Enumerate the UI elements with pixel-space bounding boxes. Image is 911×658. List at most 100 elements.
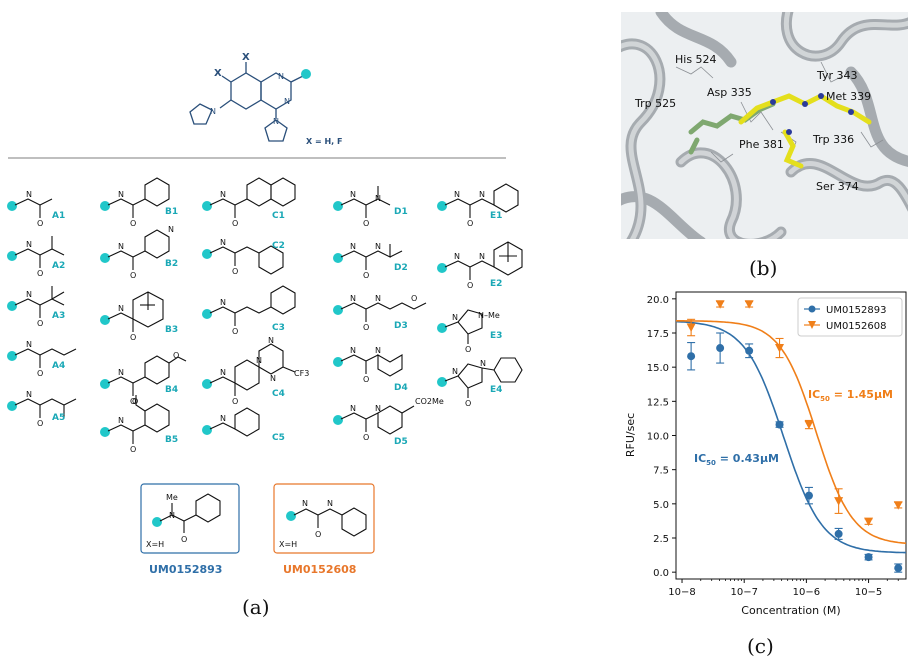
core-x-label-top: X xyxy=(242,52,250,63)
svg-text:N: N xyxy=(168,225,174,234)
residue-phe-381: Phe 381 xyxy=(739,138,784,151)
core-substituent-note: X = H, F xyxy=(306,137,342,146)
label-a5: A5 xyxy=(52,413,65,423)
svg-text:O: O xyxy=(130,333,136,342)
svg-text:N: N xyxy=(350,242,356,251)
panel-c-label: (c) xyxy=(747,634,774,658)
core-pyrrolidine-n-left: N xyxy=(210,107,216,116)
svg-text:N: N xyxy=(118,242,124,251)
compound-b1: N O B1 xyxy=(100,178,178,228)
legend-label-um0152608: UM0152608 xyxy=(826,321,886,332)
hit-um0152608-name: UM0152608 xyxy=(283,563,356,576)
x-tick-label: 10−7 xyxy=(730,587,757,598)
compound-a4: N O A4 xyxy=(7,340,76,378)
svg-text:N: N xyxy=(375,194,381,203)
hit-um0152608: N N O X=H xyxy=(274,484,374,553)
svg-text:N: N xyxy=(302,499,308,508)
residue-ser-374: Ser 374 xyxy=(816,180,859,193)
svg-text:O: O xyxy=(467,219,473,228)
label-b4: B4 xyxy=(165,385,178,395)
svg-text:N: N xyxy=(350,294,356,303)
residue-asp-335: Asp 335 xyxy=(707,86,752,99)
column-d: N N O D1 N N O D2 N N O O D3 xyxy=(333,186,444,447)
panel-b-label: (b) xyxy=(749,256,777,280)
y-tick-label: 7.5 xyxy=(653,466,669,477)
column-e: N N O E1 N N O E2 N N–Me O E3 xyxy=(437,184,522,408)
y-tick-label: 5.0 xyxy=(653,500,669,511)
svg-text:N: N xyxy=(118,416,124,425)
svg-text:N: N xyxy=(375,242,381,251)
label-a3: A3 xyxy=(52,311,65,321)
svg-text:N: N xyxy=(118,304,124,313)
residue-his-524: His 524 xyxy=(675,53,717,66)
svg-text:N: N xyxy=(26,390,32,399)
residue-trp-525: Trp 525 xyxy=(634,97,676,110)
label-b3: B3 xyxy=(165,325,178,335)
compound-b4: N O O B4 xyxy=(100,351,186,406)
residue-tyr-343: Tyr 343 xyxy=(816,69,858,82)
svg-text:Me: Me xyxy=(166,493,178,502)
column-a: N O A1 N O A2 N O A3 N O xyxy=(7,190,76,428)
svg-text:N: N xyxy=(169,511,175,520)
svg-text:N: N xyxy=(452,367,458,376)
legend-label-um0152893: UM0152893 xyxy=(826,305,886,316)
svg-text:O: O xyxy=(37,419,43,428)
panel-a-structures: X X N N N N X = H, F N O A1 N O A2 xyxy=(0,0,620,658)
svg-text:N: N xyxy=(118,368,124,377)
residue-trp-336: Trp 336 xyxy=(812,133,854,146)
svg-text:O: O xyxy=(130,271,136,280)
data-point-um0152893 xyxy=(894,564,902,572)
svg-text:N: N xyxy=(256,356,262,365)
hit-um0152893: Me N O X=H xyxy=(141,484,239,553)
svg-text:O: O xyxy=(181,535,187,544)
svg-text:O: O xyxy=(315,530,321,539)
label-d5: D5 xyxy=(394,437,408,447)
column-b: N O B1 N N O B2 N O B3 xyxy=(100,178,186,454)
compound-a2: N O A2 xyxy=(7,236,65,278)
compound-d3: N N O O D3 xyxy=(333,294,426,332)
column-c: N O C1 N O C2 N O C3 xyxy=(202,178,309,443)
data-point-um0152893 xyxy=(687,352,695,360)
svg-text:O: O xyxy=(465,345,471,354)
svg-text:O: O xyxy=(232,397,238,406)
svg-text:N: N xyxy=(220,238,226,247)
hit-um0152893-name: UM0152893 xyxy=(149,563,222,576)
svg-text:O: O xyxy=(363,433,369,442)
ic50-subscript-b: 50 xyxy=(820,395,830,403)
svg-text:N: N xyxy=(375,294,381,303)
docking-render: His 524 Tyr 343 Met 339 Trp 525 Asp 335 … xyxy=(621,12,908,239)
svg-text:N: N xyxy=(26,290,32,299)
svg-text:N: N xyxy=(220,298,226,307)
data-point-um0152893 xyxy=(716,344,724,352)
label-d2: D2 xyxy=(394,263,408,273)
compound-b3: N O B3 xyxy=(100,292,178,342)
svg-text:O: O xyxy=(232,267,238,276)
label-a4: A4 xyxy=(52,361,65,371)
compound-e3: N N–Me O E3 xyxy=(437,310,502,354)
label-c2: C2 xyxy=(272,241,285,251)
x-tick-label: 10−5 xyxy=(855,587,882,598)
compound-b2: N N O B2 xyxy=(100,225,178,280)
svg-text:N: N xyxy=(220,414,226,423)
compound-a1: N O A1 xyxy=(7,190,65,228)
svg-text:O: O xyxy=(363,271,369,280)
svg-text:N: N xyxy=(479,252,485,261)
label-c3: C3 xyxy=(272,323,285,333)
label-e1: E1 xyxy=(490,211,502,221)
compound-d1: N N O D1 xyxy=(333,186,408,228)
x-axis-label: Concentration (M) xyxy=(741,604,840,617)
svg-text:N: N xyxy=(454,252,460,261)
ic50-subscript-a: 50 xyxy=(706,459,716,467)
svg-text:CF3: CF3 xyxy=(294,369,309,378)
svg-text:O: O xyxy=(37,269,43,278)
label-d3: D3 xyxy=(394,321,408,331)
label-a2: A2 xyxy=(52,261,65,271)
data-point-um0152893 xyxy=(776,421,784,429)
panel-a-label: (a) xyxy=(242,595,270,619)
y-tick-label: 17.5 xyxy=(647,329,669,340)
svg-text:N: N xyxy=(454,190,460,199)
compound-c3: N O C3 xyxy=(202,286,295,336)
dose-response-chart: 0.02.55.07.510.012.515.017.520.0 10−8 10−… xyxy=(620,290,911,620)
svg-text:N: N xyxy=(375,346,381,355)
label-e3: E3 xyxy=(490,331,502,341)
